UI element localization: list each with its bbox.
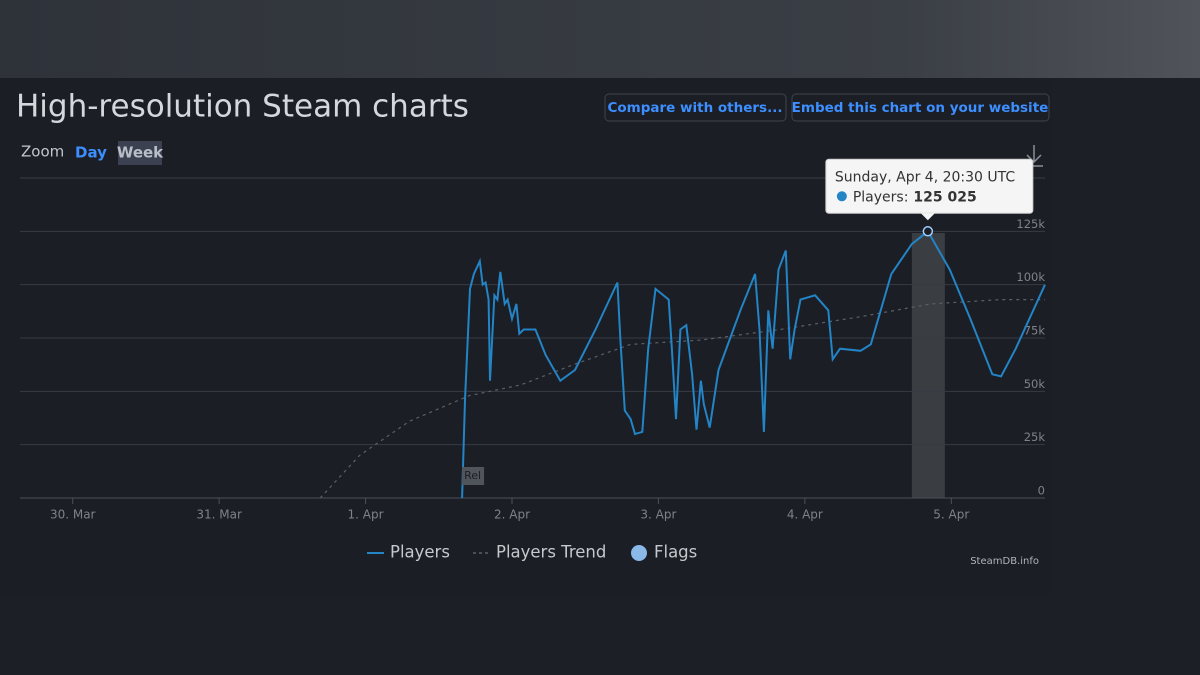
legend-label[interactable]: Players — [390, 543, 450, 562]
button-label[interactable]: Compare with others... — [608, 100, 783, 116]
top-band — [0, 0, 1200, 78]
x-tick-label: 5. Apr — [933, 508, 969, 522]
zoom-selected — [118, 141, 162, 165]
tooltip: Sunday, Apr 4, 20:30 UTC Players: 125 025 — [825, 158, 1034, 221]
hover-point — [922, 226, 934, 237]
y-tick-label: 125k — [1016, 217, 1045, 231]
tooltip-title: Sunday, Apr 4, 20:30 UTC — [835, 169, 1016, 185]
credit: SteamDB.info — [970, 556, 1039, 567]
flag — [462, 467, 485, 485]
button[interactable] — [791, 93, 1050, 122]
y-tick-label: 25k — [1024, 430, 1046, 444]
button[interactable] — [604, 93, 787, 122]
legend-label[interactable]: Flags — [654, 543, 697, 562]
legend-swatch — [631, 545, 647, 561]
button-label[interactable]: Embed this chart on your website — [792, 100, 1049, 116]
y-tick-label: 100k — [1016, 270, 1045, 284]
x-tick-label: 31. Mar — [196, 508, 242, 522]
zoom-label: Zoom — [21, 143, 64, 161]
y-tick-label: 75k — [1024, 324, 1046, 338]
x-tick-label: 30. Mar — [50, 508, 96, 522]
hover-band — [911, 233, 945, 498]
x-tick-label: 1. Apr — [348, 508, 384, 522]
x-tick-label: 2. Apr — [494, 508, 530, 522]
tooltip-series: Players: — [853, 189, 909, 205]
zoom-option[interactable]: Week — [117, 144, 164, 162]
tooltip-pointer — [920, 213, 935, 221]
y-tick-label: 0 — [1038, 484, 1045, 498]
x-tick-label: 4. Apr — [787, 508, 823, 522]
y-tick-label: 50k — [1024, 377, 1046, 391]
series-line — [461, 229, 1046, 499]
tooltip-body: Players: 125 025 — [853, 189, 977, 205]
zoom-option[interactable]: Day — [75, 144, 107, 162]
tooltip-value: 125 025 — [913, 189, 976, 205]
page-title: High-resolution Steam charts — [16, 89, 469, 125]
legend-label[interactable]: Players Trend — [496, 543, 606, 562]
x-tick-label: 3. Apr — [640, 508, 676, 522]
tooltip-swatch — [836, 191, 847, 202]
flag-label: Rel — [464, 469, 481, 482]
